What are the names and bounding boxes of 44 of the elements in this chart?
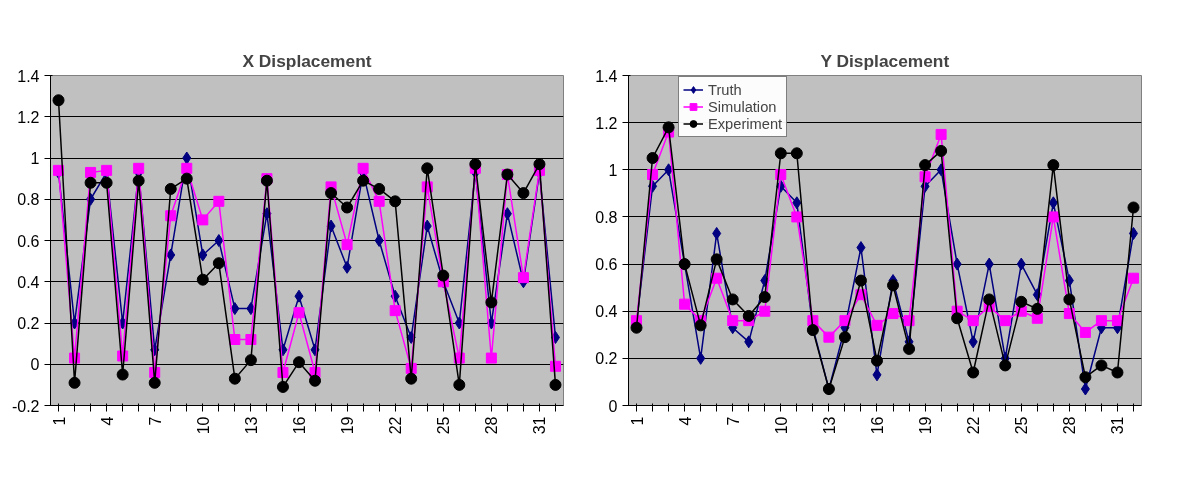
x-tick-label: 19 — [339, 416, 357, 435]
chart-title: X Displacement — [242, 50, 372, 71]
x-tick-label: 13 — [820, 416, 838, 435]
x-tick-label: 13 — [242, 416, 260, 435]
y-tick-label: 1 — [30, 150, 40, 167]
y-tick-label: 1.2 — [17, 108, 40, 126]
y-tick-label: 0.2 — [17, 315, 40, 332]
legend-label: Experiment — [708, 115, 783, 132]
x-tick-label: 4 — [98, 416, 116, 426]
x-tick-label: 28 — [1061, 416, 1079, 435]
y-tick-label: 1.4 — [595, 67, 618, 85]
y-tick-label: 0 — [608, 397, 618, 415]
y-tick-label: 0 — [30, 356, 40, 374]
chart-title: Y Displacement — [820, 50, 950, 71]
x-tick-label: 19 — [917, 416, 935, 435]
y-tick-label: 0.2 — [595, 350, 618, 368]
y-tick-label: 1.4 — [17, 67, 40, 85]
x-tick-label: 1 — [50, 416, 68, 426]
y-tick-label: 0.6 — [595, 256, 618, 274]
x-tick-label: 4 — [676, 416, 694, 426]
y-tick-label: 0.6 — [17, 232, 40, 250]
legend-label: Simulation — [708, 98, 777, 115]
x-tick-label: 10 — [194, 416, 212, 435]
y-tick-label: 0.8 — [17, 191, 40, 209]
x-tick-label: 22 — [965, 416, 983, 435]
x-tick-label: 25 — [1013, 416, 1031, 435]
x-tick-label: 7 — [724, 416, 742, 426]
x-tick-label: 7 — [146, 416, 164, 426]
y-tick-label: 1 — [608, 161, 618, 179]
x-tick-label: 16 — [868, 416, 886, 435]
y-tick-label: -0.2 — [11, 397, 40, 415]
x-tick-label: 31 — [531, 416, 549, 435]
legend-label: Truth — [708, 81, 742, 98]
x-tick-label: 28 — [483, 416, 501, 435]
y-tick-label: 0.8 — [595, 208, 618, 226]
y-tick-label: 1.2 — [595, 114, 618, 132]
x-tick-label: 10 — [772, 416, 790, 435]
y-tick-label: 0.4 — [17, 273, 40, 291]
x-tick-label: 1 — [628, 416, 646, 426]
x-tick-label: 16 — [290, 416, 308, 435]
x-tick-label: 31 — [1109, 416, 1127, 435]
x-tick-label: 25 — [435, 416, 453, 435]
y-tick-label: 0.4 — [595, 303, 618, 321]
x-tick-label: 22 — [387, 416, 405, 435]
